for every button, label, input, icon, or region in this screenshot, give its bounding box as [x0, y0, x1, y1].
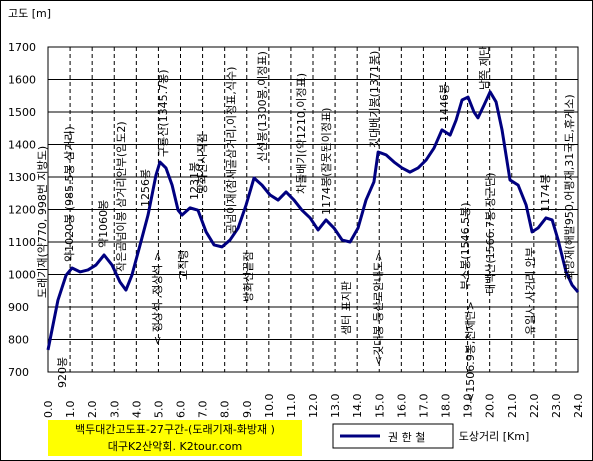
x-tick-label: 8.0: [219, 401, 232, 419]
line: [46, 90, 580, 351]
x-tick-label: 0.0: [42, 401, 55, 419]
y-tick-label: 700: [8, 366, 29, 379]
x-tick-label: 5.0: [152, 401, 165, 419]
x-axis-label: 도상거리 [Km]: [459, 430, 530, 443]
annotation: 태백산(1566.7봉,장군단): [484, 173, 497, 294]
annotation: 방화선끝점: [242, 251, 255, 302]
annotation: 1231봉: [188, 162, 201, 200]
x-tick-label: 11.0: [285, 394, 298, 419]
annotation: 약1060봉: [96, 200, 110, 248]
y-tick-label: 1600: [8, 74, 36, 87]
y-tick-label: 1300: [8, 171, 36, 184]
annotation: 1256봉: [139, 169, 152, 207]
x-tick-label: 13.0: [329, 394, 342, 419]
annotation: 1174봉(잘못된이정표): [320, 108, 333, 215]
annotation: 차돌배기(약1210,이정표): [294, 73, 308, 194]
title-box: [48, 420, 302, 456]
x-tick-label: 20.0: [484, 394, 497, 418]
x-tick-label: 19.0: [462, 394, 475, 419]
annotation: 작은곰넘이봉 삼거리안부(임도2): [115, 121, 128, 272]
x-tick-label: 4.0: [130, 401, 143, 419]
x-tick-label: 17.0: [417, 394, 430, 419]
x-tick-label: 1.0: [64, 401, 77, 419]
x-tick-label: 12.0: [307, 394, 320, 419]
annotation: <깃대봉 등산로안내도>: [372, 252, 385, 365]
y-tick-label: 900: [8, 301, 29, 314]
annotation: 도래기재(약770, 998번 지방도): [35, 146, 49, 298]
chart-subtitle: 대구K2산악회. K2tour.com: [108, 440, 243, 453]
x-tick-label: 7.0: [197, 401, 210, 419]
x-tick-label: 22.0: [528, 394, 541, 419]
y-tick-label: 1000: [8, 269, 36, 282]
x-tick-label: 21.0: [506, 394, 519, 419]
annotation: 구룡산(1345.7봉): [157, 69, 170, 157]
annotation: 신선봉(1300봉,이정표): [256, 51, 269, 162]
x-tick-label: 2.0: [86, 401, 99, 419]
annotation: 약1020봉 (985.5봉 삼거리): [62, 126, 76, 262]
x-tick-label: 14.0: [351, 394, 364, 419]
x-tick-label: 6.0: [175, 401, 188, 419]
annotation: 920봉: [56, 357, 69, 388]
annotation: 고직령: [177, 250, 190, 280]
annotation: 화방재(해발950,어평재,31국도,휴게소): [562, 94, 576, 280]
x-tick-label: 10.0: [263, 394, 276, 419]
annotation: 유일사 사거리 안부: [523, 247, 537, 335]
x-tick-label: 15.0: [373, 394, 386, 419]
annotation: < 정상석 ,정상석 >: [151, 252, 164, 345]
annotation: 남쪽 제단: [478, 46, 491, 90]
chart-title: 백두대간고도표-27구간-(도래기재-화방재 ): [75, 423, 275, 436]
annotation: 부소봉(1546.5봉): [459, 202, 472, 290]
plot-frame: [47, 46, 579, 373]
x-tick-label: 3.0: [108, 401, 121, 419]
y-tick-label: 1400: [8, 139, 36, 152]
y-tick-label: 1500: [8, 106, 36, 119]
annotation: <1506.9봉,천제단>: [463, 301, 477, 402]
y-axis-label: 고도 [m]: [8, 7, 51, 20]
y-tick-label: 1100: [8, 236, 36, 249]
x-tick-label: 24.0: [572, 394, 585, 419]
annotation: 샘터 표지판: [340, 281, 353, 335]
y-tick-label: 1700: [8, 41, 36, 54]
annotation: 깃대배기봉(1371봉): [368, 51, 381, 148]
x-tick-label: 23.0: [550, 394, 563, 419]
y-tick-label: 1200: [8, 204, 36, 217]
x-tick-label: 18.0: [440, 394, 453, 419]
legend-label: 권 한 철: [388, 431, 425, 444]
x-tick-label: 16.0: [395, 394, 408, 419]
x-tick-label: 9.0: [241, 401, 254, 419]
annotation: 방화선시작점: [196, 133, 209, 194]
annotation: 곰넘이재(참새골삼거리,이정표,식수): [225, 67, 238, 234]
annotation: 1446봉: [438, 84, 451, 122]
y-tick-label: 800: [8, 334, 29, 347]
annotation: 1174봉: [539, 174, 552, 212]
